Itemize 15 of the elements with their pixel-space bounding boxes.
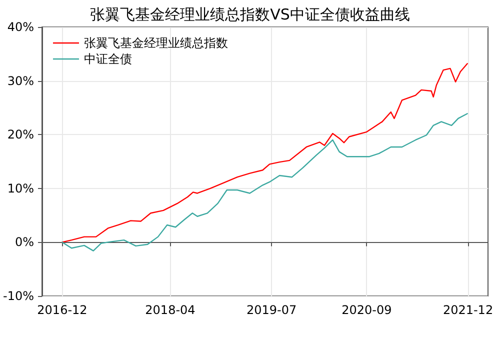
x-tick-label: 2021-12	[442, 303, 494, 317]
x-tick-label: 2019-07	[246, 303, 297, 317]
legend-label: 中证全债	[84, 52, 132, 66]
x-tick-label: 2018-04	[145, 303, 196, 317]
y-tick-label: 40%	[7, 20, 34, 34]
y-tick-label: 10%	[7, 181, 34, 196]
line-series	[62, 113, 468, 252]
y-tick-label: 0%	[14, 235, 34, 250]
y-tick-label: 20%	[7, 128, 34, 142]
chart-title: 张翼飞基金经理业绩总指数VS中证全债收益曲线	[90, 6, 410, 24]
x-tick-label: 2016-12	[37, 303, 88, 317]
legend-label: 张翼飞基金经理业绩总指数	[84, 36, 228, 50]
x-tick-label: 2020-09	[342, 303, 392, 317]
y-tick-label: -10%	[2, 289, 34, 303]
y-tick-label: 30%	[7, 74, 34, 88]
